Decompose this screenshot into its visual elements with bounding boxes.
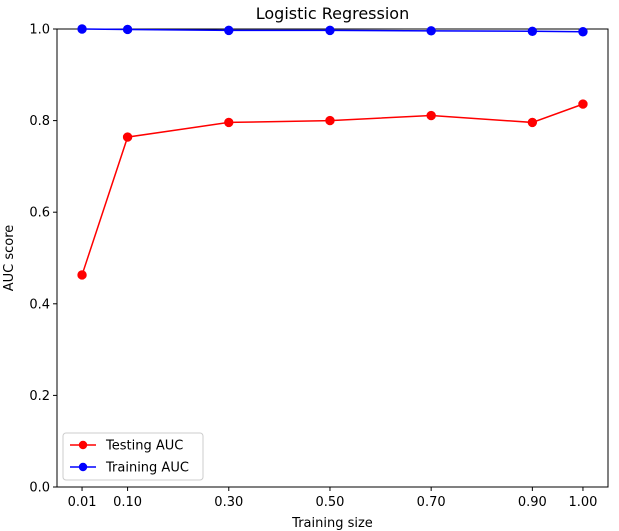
data-point-testing-auc xyxy=(77,270,87,280)
y-tick-label: 0.8 xyxy=(29,114,50,129)
legend-label-testing-auc: Testing AUC xyxy=(105,439,183,454)
legend-label-training-auc: Training AUC xyxy=(105,461,189,476)
data-point-testing-auc xyxy=(426,110,436,121)
y-tick-label: 0.6 xyxy=(29,206,50,221)
x-tick-label: 0.90 xyxy=(518,495,547,510)
data-point-testing-auc xyxy=(527,117,538,128)
data-point-testing-auc xyxy=(224,117,234,128)
x-tick-label: 0.01 xyxy=(68,495,97,510)
data-point-testing-auc xyxy=(578,99,588,109)
y-tick-label: 0.2 xyxy=(29,389,50,404)
x-axis-label: Training size xyxy=(291,516,373,531)
y-tick-label: 1.0 xyxy=(29,23,50,38)
legend: Testing AUC Training AUC xyxy=(62,432,204,481)
y-axis-label: AUC score xyxy=(2,225,17,292)
data-point-training-auc xyxy=(224,25,234,36)
data-point-training-auc xyxy=(77,24,87,34)
chart-title: Logistic Regression xyxy=(256,4,409,23)
legend-box xyxy=(62,432,204,481)
data-point-training-auc xyxy=(527,26,538,36)
data-point-testing-auc xyxy=(122,132,133,142)
x-tick-label: 0.70 xyxy=(417,495,446,510)
y-tick-label: 0.0 xyxy=(29,481,50,496)
data-point-training-auc xyxy=(325,25,335,36)
x-tick-label: 0.30 xyxy=(214,495,243,510)
x-tick-label: 0.50 xyxy=(315,495,344,510)
data-point-training-auc xyxy=(426,26,436,36)
legend-marker-training-auc xyxy=(78,462,88,472)
data-point-testing-auc xyxy=(325,115,335,126)
data-point-training-auc xyxy=(122,24,133,35)
x-tick-label: 1.00 xyxy=(568,495,597,510)
y-tick-label: 0.4 xyxy=(29,297,50,312)
plot-area: 0.0 0.2 0.4 0.6 0.8 1.0 0.01 0.10 0.30 0.50 0.70 0.… xyxy=(29,23,609,510)
data-point-training-auc xyxy=(578,27,588,37)
legend-marker-testing-auc xyxy=(78,440,88,450)
series-line-testing-auc xyxy=(81,103,584,276)
x-tick-label: 0.10 xyxy=(113,495,142,510)
plot-frame xyxy=(56,28,609,488)
